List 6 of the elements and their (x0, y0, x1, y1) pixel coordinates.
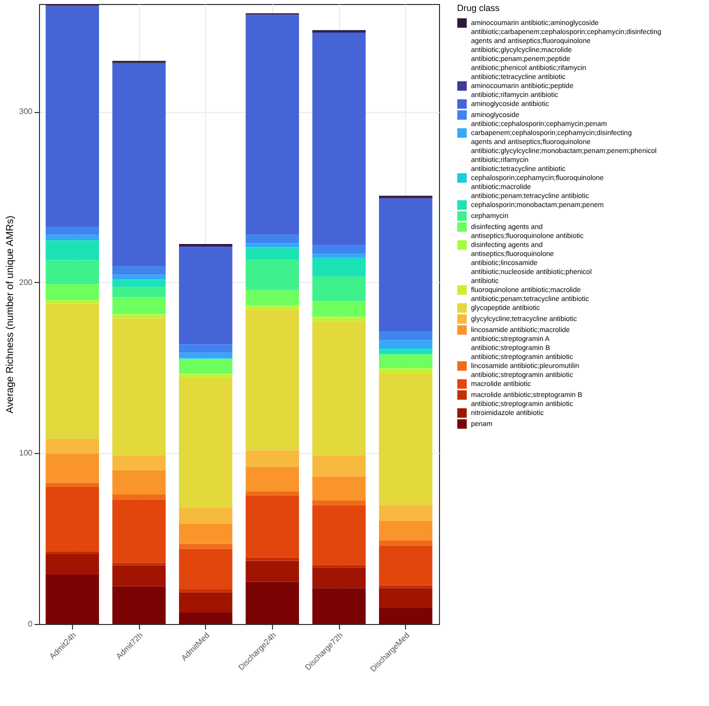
legend-title: Drug class (457, 3, 500, 13)
y-tick-label: 300 (19, 107, 34, 116)
y-axis-title: Average Richness (number of unique AMRs) (5, 216, 16, 414)
y-tick-label: 100 (19, 448, 34, 458)
y-tick-label: 0 (28, 620, 34, 628)
y-tick-label: 200 (19, 278, 34, 287)
